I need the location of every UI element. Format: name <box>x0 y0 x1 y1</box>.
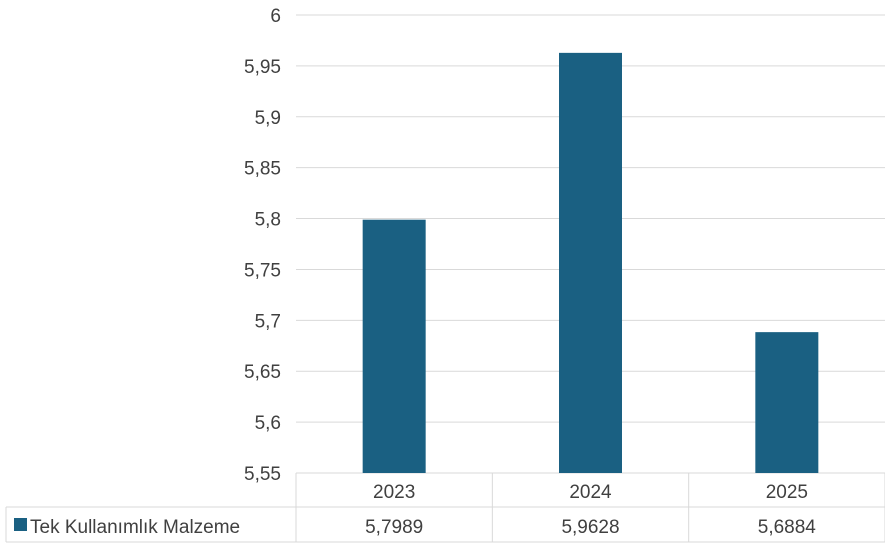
legend-swatch <box>14 518 27 531</box>
bars <box>362 52 819 474</box>
y-tick-label: 5,65 <box>244 362 281 383</box>
legend-series-label: Tek Kullanımlık Malzeme <box>30 517 240 538</box>
y-tick-label: 5,6 <box>255 413 281 434</box>
x-category-label: 2024 <box>569 482 612 503</box>
value-cells: 5,7989 5,9628 5,6884 <box>365 517 816 538</box>
data-table-value: 5,9628 <box>561 517 619 538</box>
bar-2024 <box>559 52 622 474</box>
y-axis-ticks: 5,55 5,6 5,65 5,7 5,75 5,8 5,85 5,9 5,95 6 <box>244 6 281 485</box>
y-tick-label: 5,75 <box>244 260 281 281</box>
y-tick-label: 5,8 <box>255 210 281 231</box>
data-table-value: 5,6884 <box>758 517 817 538</box>
y-tick-label: 6 <box>270 6 281 27</box>
legend-cell: Tek Kullanımlık Malzeme <box>14 517 240 538</box>
x-category-label: 2025 <box>766 482 808 503</box>
data-table-lines <box>5 473 885 543</box>
y-tick-label: 5,9 <box>255 108 281 129</box>
y-tick-label: 5,7 <box>255 311 281 332</box>
data-table: 2023 2024 2025 Tek Kullanımlık Malzeme 5,7… <box>5 473 885 543</box>
x-category-label: 2023 <box>373 482 415 503</box>
y-tick-label: 5,85 <box>244 159 281 180</box>
bar-2025 <box>755 332 819 473</box>
data-table-value: 5,7989 <box>365 517 423 538</box>
y-tick-label: 5,95 <box>244 57 281 78</box>
category-labels: 2023 2024 2025 <box>373 482 808 503</box>
bar-2023 <box>362 219 426 473</box>
y-tick-label: 5,55 <box>244 464 281 485</box>
